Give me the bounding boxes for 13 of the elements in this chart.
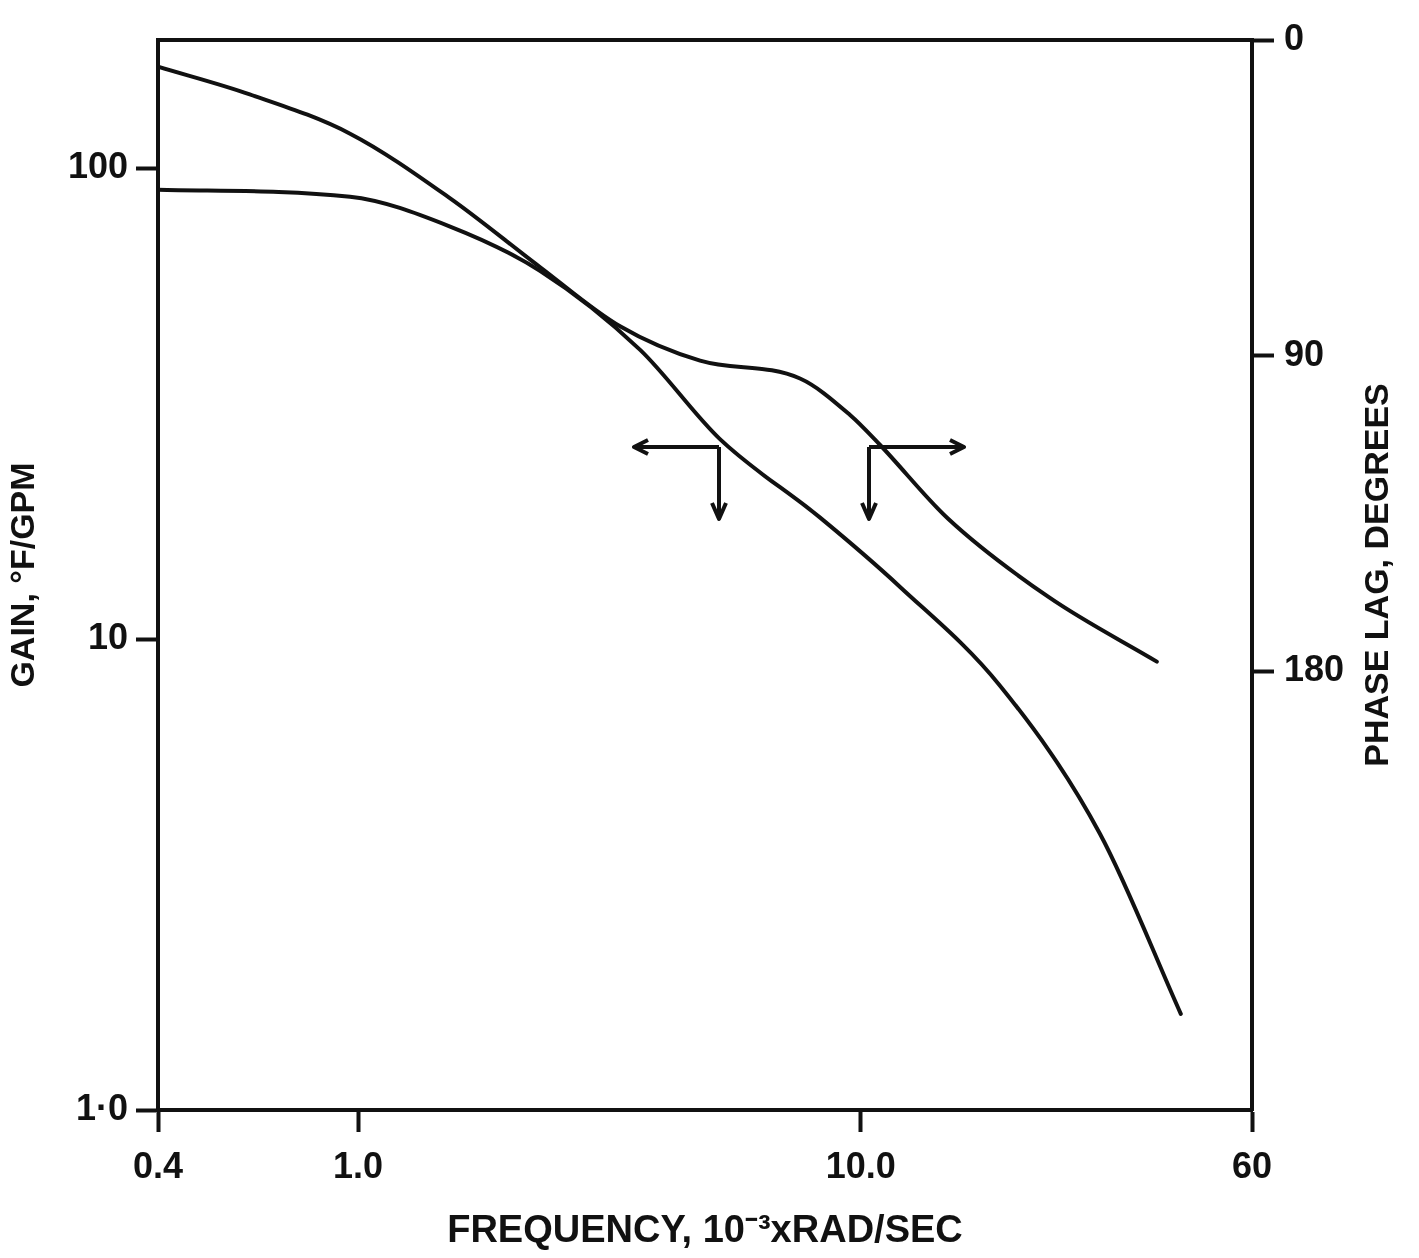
x-tick-label: 60 <box>1231 1144 1273 1186</box>
y2-tick-label: 0 <box>1284 16 1305 58</box>
y-tick-label: 1·0 <box>75 1086 128 1128</box>
x-tick-label: 1.0 <box>333 1144 384 1186</box>
y-tick-label: 100 <box>67 144 128 186</box>
y-axis-title: GAIN, °F/GPM <box>2 462 41 688</box>
y2-axis-title: PHASE LAG, DEGREES <box>1357 383 1396 767</box>
y-tick-label: 10 <box>87 615 128 657</box>
x-tick-label: 10.0 <box>825 1144 896 1186</box>
x-axis-title: FREQUENCY, 10⁻³xRAD/SEC <box>447 1207 963 1250</box>
x-tick-label: 0.4 <box>132 1144 184 1186</box>
y2-tick-label: 180 <box>1284 648 1345 690</box>
y2-tick-label: 90 <box>1284 332 1325 374</box>
